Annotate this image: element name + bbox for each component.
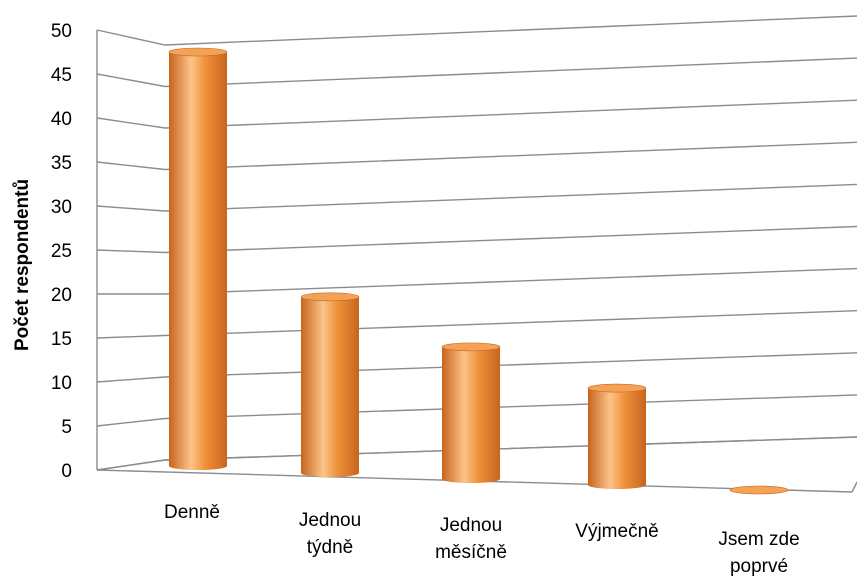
y-tick-label: 10 [51,373,72,394]
bars [168,47,789,495]
x-tick-label: Jsem zde poprvé [718,529,799,577]
y-tick-label: 0 [61,461,72,482]
y-tick-label: 45 [51,65,72,86]
bar [168,47,228,470]
bar [729,485,789,495]
gridline [97,267,857,295]
y-tick-label: 20 [51,285,72,306]
bar-top [168,47,228,57]
gridline [96,225,857,254]
y-tick-label: 35 [51,153,72,174]
gridlines [96,15,857,471]
bar [300,292,360,477]
bar-body [301,296,359,477]
y-axis-label: Počet respondentů [12,179,33,351]
x-tick-label: Jednou týdně [299,510,361,558]
bar-top [729,485,789,495]
bar-top [441,342,501,352]
y-tick-label: 40 [51,109,72,130]
x-tick-label: Denně [164,502,220,523]
bar [441,342,501,483]
y-tick-label: 15 [51,329,72,350]
bar-top [587,383,647,393]
bar-body [442,346,500,483]
bar-top [300,292,360,302]
gridline [96,141,857,171]
gridline [96,99,857,129]
y-tick-label: 30 [51,197,72,218]
bar [587,383,647,489]
bar-body [588,388,646,489]
gridline [96,352,857,383]
x-tick-label: Výjmečně [575,521,658,542]
y-tick-label: 5 [61,417,72,438]
x-tick-label: Jednou měsíčně [435,515,507,563]
gridline [96,310,857,339]
gridline [96,15,857,46]
category-labels: Denně Jednou týdně Jednou měsíčně Výjmečně Jse… [164,502,800,577]
y-tick-label: 25 [51,241,72,262]
bar-body [169,52,227,470]
y-tick-label: 50 [51,21,72,42]
floor-right-edge [851,481,857,493]
y-tick-labels: 0 5 10 15 20 25 30 35 40 45 50 [51,21,72,482]
gridline [96,57,857,88]
gridline [96,183,857,212]
